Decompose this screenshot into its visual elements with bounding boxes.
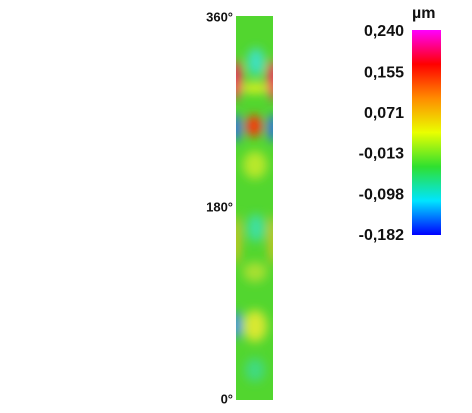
unit-label: µm [412, 5, 435, 22]
colorbar [412, 30, 441, 235]
colorbar-tick-label: -0,098 [359, 187, 404, 204]
field-strip [236, 16, 273, 400]
colorbar-tick-label: 0,155 [364, 64, 404, 81]
y-tick-label: 360° [206, 9, 233, 24]
colorbar-tick-label: 0,240 [364, 23, 404, 40]
y-tick-label: 180° [206, 199, 233, 214]
colorbar-tick-label: -0,182 [359, 227, 404, 244]
colorbar-tick-label: 0,071 [364, 105, 404, 122]
colorbar-tick-label: -0,013 [359, 146, 404, 163]
y-tick-label: 0° [221, 391, 233, 406]
